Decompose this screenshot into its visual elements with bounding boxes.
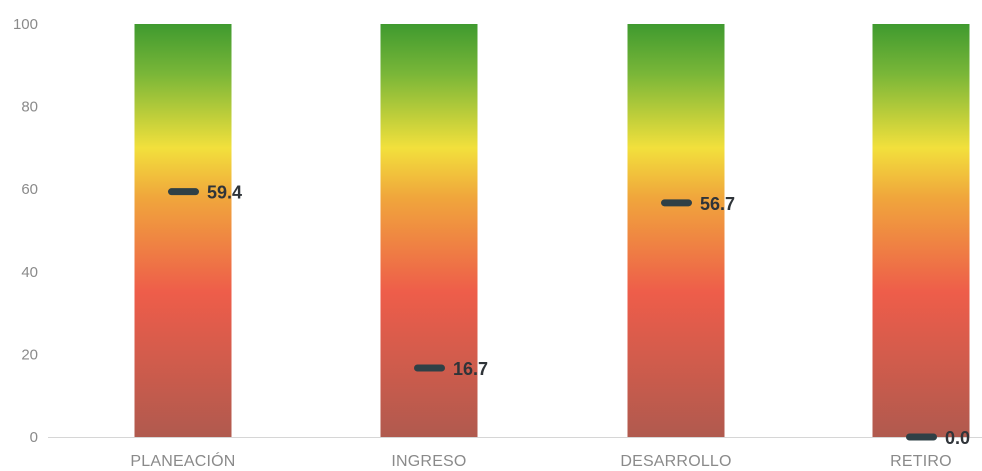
x-label-desarrollo: DESARROLLO (620, 453, 731, 470)
y-tick-label-1: 20 (21, 346, 38, 363)
gauge-bar-planeacion (134, 24, 232, 437)
markers-layer (168, 188, 937, 441)
bars-layer (134, 24, 970, 437)
y-tick-label-5: 100 (13, 16, 38, 33)
gauge-bar-desarrollo (627, 24, 725, 437)
x-axis: PLANEACIÓN INGRESO DESARROLLO RETIRO (130, 451, 951, 470)
x-label-planeacion: PLANEACIÓN (130, 451, 235, 470)
value-marker-desarrollo (661, 199, 692, 207)
value-label-desarrollo: 56.7 (700, 194, 735, 214)
x-label-retiro: RETIRO (890, 453, 952, 470)
y-tick-label-0: 0 (30, 429, 38, 446)
gauge-bar-retiro (872, 24, 970, 437)
value-label-retiro: 0.0 (945, 428, 970, 448)
value-label-planeacion: 59.4 (207, 183, 242, 203)
y-axis: 0 20 40 60 80 100 (13, 16, 38, 446)
y-tick-label-3: 60 (21, 181, 38, 198)
y-tick-label-4: 80 (21, 99, 38, 116)
value-marker-ingreso (414, 364, 445, 372)
value-label-ingreso: 16.7 (453, 359, 488, 379)
y-tick-label-2: 40 (21, 264, 38, 281)
value-marker-retiro (906, 433, 937, 441)
x-label-ingreso: INGRESO (391, 453, 466, 470)
value-marker-planeacion (168, 188, 199, 196)
value-labels: 59.4 16.7 56.7 0.0 (207, 183, 970, 448)
